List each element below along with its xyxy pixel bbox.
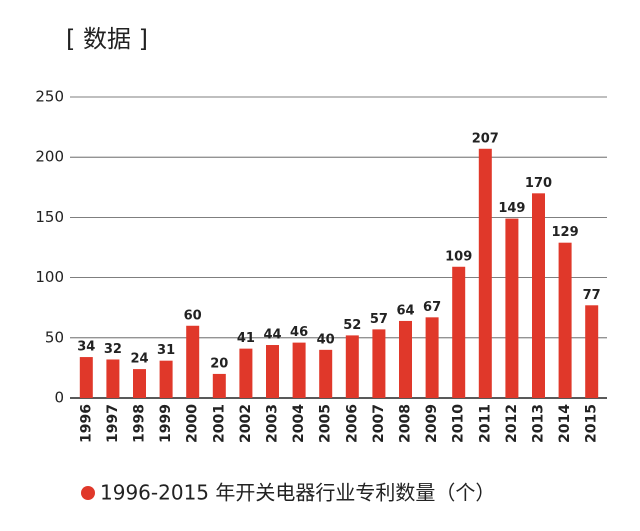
bar: [372, 329, 386, 398]
bar: [133, 369, 146, 398]
x-tick-label: 2007: [371, 404, 387, 443]
value-label: 149: [498, 201, 525, 216]
bar: [106, 359, 120, 398]
value-label: 24: [130, 352, 148, 367]
y-tick-label: 250: [35, 88, 64, 106]
value-label: 109: [445, 249, 472, 264]
x-tick-label: 1998: [132, 404, 148, 443]
value-label: 77: [583, 288, 601, 303]
chart-title: [ 数据 ]: [66, 25, 148, 53]
x-tick-label: 2012: [504, 404, 520, 443]
x-tick-label: 2015: [584, 404, 600, 443]
value-label: 52: [343, 318, 361, 333]
bar: [266, 345, 279, 398]
bar: [79, 357, 93, 398]
value-label: 32: [104, 342, 122, 357]
value-label: 129: [552, 225, 579, 240]
x-tick-label: 2010: [451, 404, 467, 443]
x-tick-label: 2011: [477, 404, 493, 443]
value-label: 170: [525, 176, 552, 191]
value-label: 40: [317, 332, 335, 347]
value-label: 67: [423, 300, 441, 315]
bar: [478, 148, 492, 398]
value-label: 57: [370, 312, 388, 327]
bar: [585, 305, 599, 398]
bar: [425, 317, 439, 398]
bar: [345, 335, 359, 398]
x-tick-label: 2008: [398, 404, 414, 443]
bar: [212, 373, 226, 398]
value-label: 64: [396, 303, 414, 318]
bar: [399, 320, 412, 398]
x-tick-label: 2006: [344, 404, 360, 443]
value-label: 34: [77, 340, 95, 355]
y-tick-label: 150: [35, 208, 64, 226]
value-label: 20: [210, 356, 228, 371]
x-tick-label: 1996: [78, 404, 94, 443]
x-tick-label: 2013: [531, 404, 547, 443]
bar: [239, 348, 253, 398]
x-tick-label: 2014: [557, 404, 573, 443]
bar: [532, 193, 545, 398]
x-tick-label: 2002: [238, 404, 254, 443]
x-tick-label: 1999: [158, 404, 174, 443]
y-tick-label: 100: [35, 268, 64, 286]
legend-marker: [81, 486, 95, 500]
value-label: 60: [184, 308, 202, 323]
value-label: 41: [237, 331, 255, 346]
x-tick-label: 2004: [291, 404, 307, 443]
bar: [505, 218, 519, 398]
bar: [558, 242, 572, 398]
value-label: 31: [157, 343, 175, 358]
bar: [319, 349, 333, 398]
x-tick-label: 2005: [318, 404, 334, 443]
value-label: 46: [290, 325, 308, 340]
y-tick-label: 200: [35, 148, 64, 166]
value-label: 207: [472, 131, 499, 146]
bar: [452, 266, 466, 398]
x-tick-label: 2000: [185, 404, 201, 443]
legend-label: 1996-2015 年开关电器行业专利数量（个）: [100, 481, 495, 505]
bar: [159, 360, 173, 398]
value-label: 44: [263, 328, 281, 343]
x-tick-label: 1997: [105, 404, 121, 443]
bar: [186, 325, 200, 398]
x-tick-label: 2001: [211, 404, 227, 443]
y-tick-label: 0: [54, 389, 64, 407]
y-tick-label: 50: [45, 328, 64, 346]
x-tick-label: 2009: [424, 404, 440, 443]
x-tick-label: 2003: [265, 404, 281, 443]
bar: [292, 342, 306, 398]
